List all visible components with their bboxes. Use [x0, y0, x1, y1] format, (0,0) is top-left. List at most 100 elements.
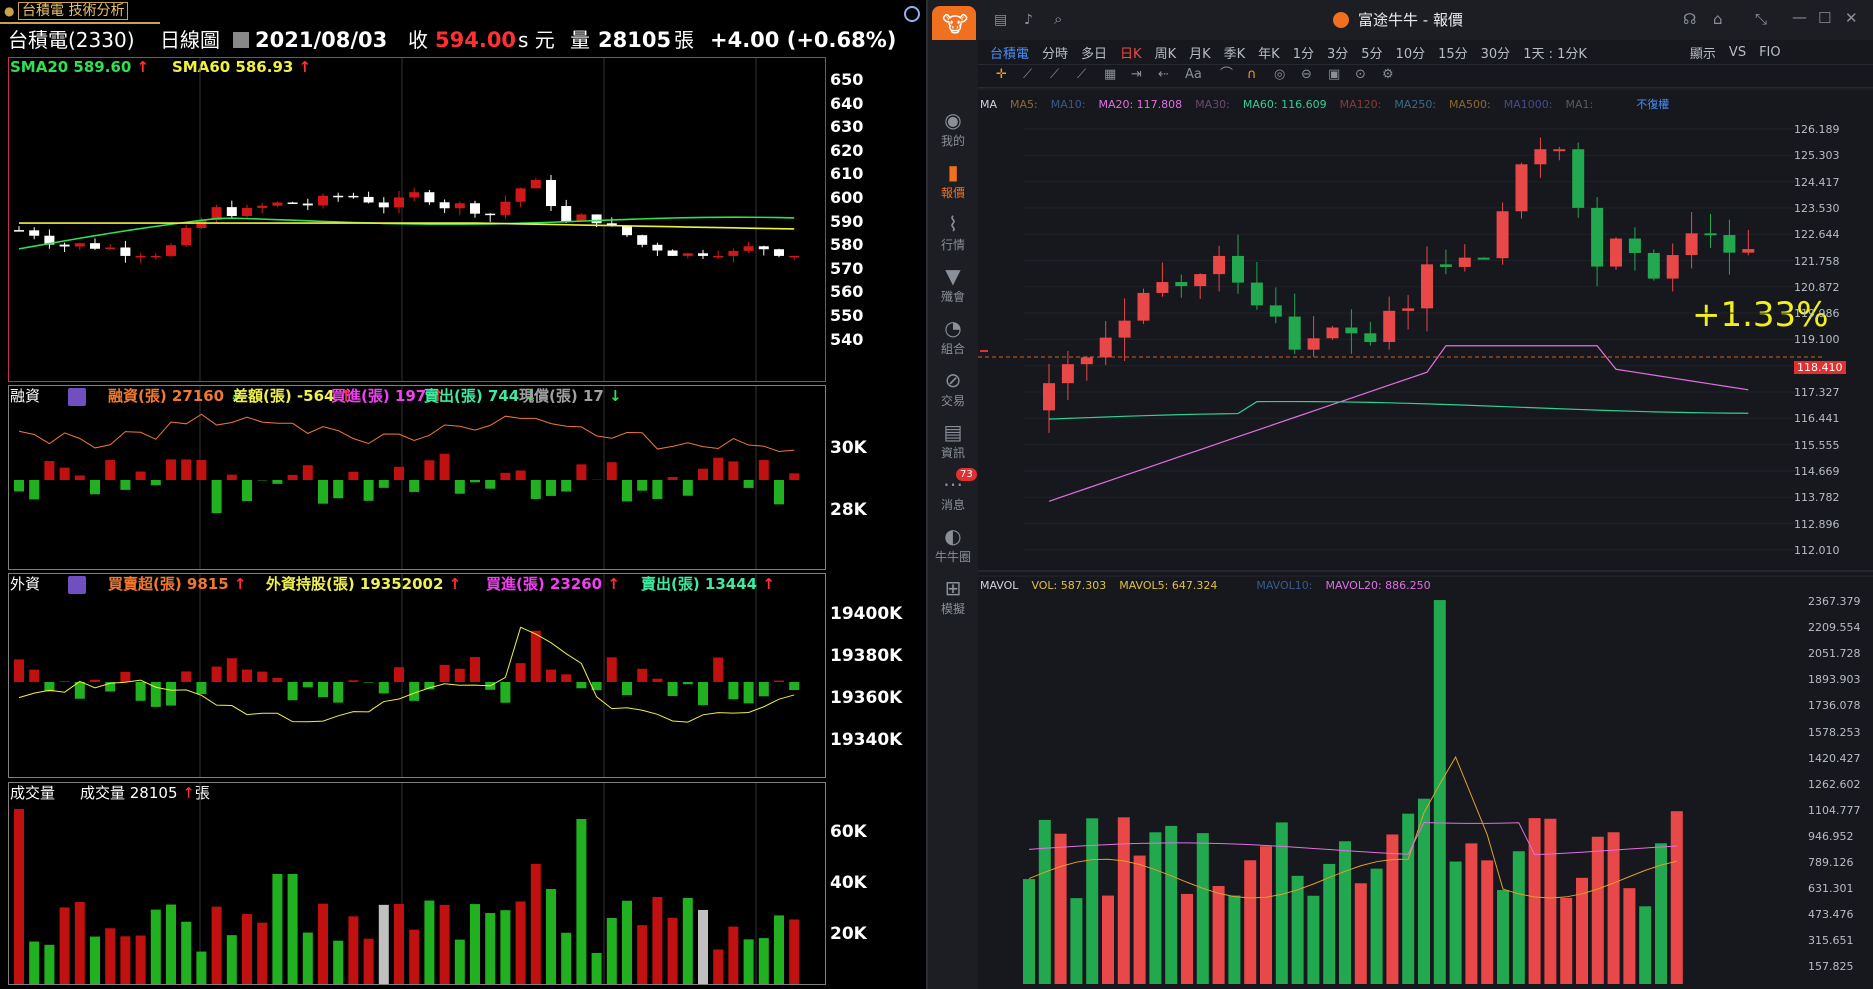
- drawing-tool-icon[interactable]: ⟋: [1023, 67, 1033, 82]
- vol-legend-item[interactable]: MAVOL: [980, 578, 1019, 592]
- candle-body: [728, 250, 739, 256]
- shrink-icon[interactable]: ⤡: [1755, 10, 1768, 28]
- tab-10[interactable]: 5分: [1361, 46, 1383, 62]
- drawing-tool-icon[interactable]: ⇠: [1158, 67, 1169, 82]
- window-tab[interactable]: ● 台積電 技術分析: [0, 0, 160, 24]
- tab-14[interactable]: 1天 : 1分K: [1523, 46, 1587, 62]
- drawing-tool-icon[interactable]: ⟋: [1050, 67, 1060, 82]
- tab-5[interactable]: 月K: [1189, 46, 1211, 62]
- ma-legend-item[interactable]: MA1:: [1565, 97, 1594, 111]
- candle-body: [743, 246, 754, 251]
- ma-legend-item[interactable]: MA60: 116.609: [1242, 97, 1327, 111]
- margin-bar: [333, 480, 344, 499]
- sidebar-item-1[interactable]: ▮ 報價: [928, 160, 978, 200]
- ma-legend-item[interactable]: MA30:: [1195, 97, 1230, 111]
- volume-bar: [318, 903, 328, 984]
- right-volume-bar: [1639, 906, 1652, 984]
- margin-bar: [150, 480, 161, 486]
- drawing-tool-icon[interactable]: Aa: [1185, 67, 1202, 82]
- ma-legend-item[interactable]: MA20: 117.808: [1098, 97, 1183, 111]
- candle-body: [789, 255, 800, 258]
- sidebar-item-0[interactable]: ◉ 我的: [928, 108, 978, 148]
- ma-legend-item[interactable]: MA: [980, 97, 998, 111]
- drawing-tool-icon[interactable]: ⇥: [1131, 67, 1142, 82]
- sidebar-item-8[interactable]: ◐ 牛牛圈: [928, 524, 978, 564]
- menu-icon[interactable]: ▤: [994, 12, 1008, 28]
- drawing-tool-icon[interactable]: ⟋: [1077, 67, 1087, 82]
- tab-2[interactable]: 多日: [1081, 46, 1108, 62]
- search-icon[interactable]: ⌕: [1054, 10, 1063, 28]
- drawing-tool-icon[interactable]: ∩: [1247, 67, 1257, 82]
- drawing-tool-icon[interactable]: ▦: [1104, 67, 1117, 82]
- vol-legend-item[interactable]: VOL: 587.303: [1031, 578, 1107, 592]
- drawing-tool-icon[interactable]: ⊙: [1355, 67, 1366, 82]
- margin-axis-label: 28K: [830, 500, 867, 520]
- vol-legend-item[interactable]: MAVOL10:: [1256, 578, 1313, 592]
- tab-15[interactable]: 顯示: [1689, 46, 1716, 62]
- tab-1[interactable]: 分時: [1042, 46, 1069, 62]
- drawing-tool-icon[interactable]: ⚙: [1382, 67, 1394, 82]
- sidebar-item-5[interactable]: ⊘ 交易: [928, 368, 978, 408]
- dropdown-icon[interactable]: [233, 32, 249, 48]
- sidebar-item-4[interactable]: ◔ 組合: [928, 316, 978, 356]
- margin-bar: [774, 480, 784, 505]
- close-icon[interactable]: ✕: [1845, 9, 1858, 27]
- search-icon[interactable]: [904, 6, 920, 22]
- foreign-bar: [409, 682, 420, 701]
- foreign-title: 外資: [10, 575, 41, 593]
- headset-icon[interactable]: ☊: [1683, 10, 1697, 28]
- tab-3[interactable]: 日K: [1120, 46, 1142, 62]
- tab-0[interactable]: 台積電: [990, 46, 1030, 62]
- drawing-tool-icon[interactable]: ▣: [1328, 67, 1341, 82]
- sidebar-item-9[interactable]: ⊞ 模擬: [928, 576, 978, 616]
- sidebar-item-6[interactable]: ▤ 資訊: [928, 420, 978, 460]
- tab-17[interactable]: FIO: [1759, 44, 1781, 60]
- sidebar-item-2[interactable]: ⌇ 行情: [928, 212, 978, 252]
- tab-6[interactable]: 季K: [1223, 46, 1246, 62]
- volume-bar: [637, 925, 648, 984]
- minimize-icon[interactable]: —: [1792, 8, 1807, 26]
- ma-legend-item[interactable]: MA10:: [1050, 97, 1086, 111]
- margin-bar: [318, 480, 328, 504]
- tab-8[interactable]: 1分: [1292, 46, 1314, 62]
- drawing-tool-icon[interactable]: ◎: [1274, 67, 1286, 82]
- ma-legend-item[interactable]: MA120:: [1339, 97, 1382, 111]
- margin-bar: [272, 480, 283, 484]
- margin-bar: [500, 472, 511, 480]
- percent-change-overlay: +1.33%: [1692, 295, 1829, 335]
- foreign-bar: [378, 682, 389, 694]
- ma-legend-item[interactable]: MA250:: [1394, 97, 1437, 111]
- sidebar-item-7[interactable]: ⋯ 消息 73: [928, 468, 978, 512]
- maximize-icon[interactable]: ☐: [1818, 9, 1832, 27]
- drawing-tool-icon[interactable]: ⌒: [1220, 67, 1234, 82]
- tab-11[interactable]: 10分: [1395, 46, 1426, 62]
- list-icon[interactable]: [68, 576, 86, 594]
- tab-4[interactable]: 周K: [1154, 46, 1177, 62]
- ma-legend-item[interactable]: MA1000:: [1503, 97, 1553, 111]
- tab-9[interactable]: 3分: [1326, 46, 1349, 62]
- tab-12[interactable]: 15分: [1438, 46, 1468, 62]
- panel-divider[interactable]: [926, 0, 929, 989]
- candle-body: [394, 197, 404, 208]
- volume-value: 28105: [598, 28, 672, 52]
- tab-13[interactable]: 30分: [1480, 46, 1511, 62]
- tab-16[interactable]: VS: [1728, 44, 1747, 60]
- bell-icon[interactable]: ♪: [1024, 12, 1033, 28]
- volume-axis-label: 20K: [830, 924, 867, 944]
- sidebar-item-3[interactable]: ▼ 殲會: [928, 264, 978, 304]
- list-icon[interactable]: [68, 388, 86, 406]
- right-volume-bar: [1307, 895, 1320, 984]
- tab-7[interactable]: 年K: [1258, 46, 1280, 62]
- app-title-logo: [1333, 12, 1349, 28]
- shirt-icon[interactable]: ⌂: [1713, 10, 1723, 28]
- right-candle-body: [1628, 238, 1641, 253]
- drawing-tool-icon[interactable]: ⊖: [1301, 67, 1312, 82]
- foreign-bar: [713, 657, 724, 682]
- drawing-tool-icon[interactable]: ✛: [996, 67, 1007, 82]
- vol-legend-item[interactable]: MAVOL5: 647.324: [1119, 578, 1218, 592]
- vol-legend-item[interactable]: MAVOL20: 886.250: [1325, 578, 1431, 592]
- ma-legend-item[interactable]: MA500:: [1449, 97, 1491, 111]
- margin-bar: [74, 475, 85, 480]
- ma-legend-item[interactable]: MA5:: [1010, 97, 1038, 111]
- ma-legend-item[interactable]: 不復權: [1636, 98, 1670, 111]
